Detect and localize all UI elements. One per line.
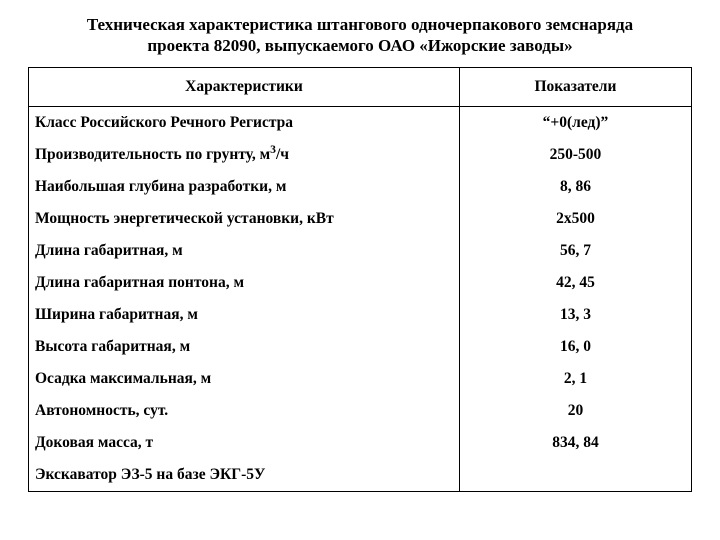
- spec-label: Класс Российского Речного Регистра: [29, 106, 460, 139]
- table-row: Производительность по грунту, м3/ч250-50…: [29, 139, 692, 171]
- document-title: Техническая характеристика штангового од…: [28, 14, 692, 57]
- table-row: Автономность, сут.20: [29, 395, 692, 427]
- spec-label: Ширина габаритная, м: [29, 299, 460, 331]
- header-characteristics: Характеристики: [29, 67, 460, 106]
- table-body: Класс Российского Речного Регистра“+0(ле…: [29, 106, 692, 491]
- table-row: Доковая масса, т834, 84: [29, 427, 692, 459]
- table-header-row: Характеристики Показатели: [29, 67, 692, 106]
- spec-value: 834, 84: [459, 427, 691, 459]
- table-row: Осадка максимальная, м2, 1: [29, 363, 692, 395]
- spec-label: Мощность энергетической установки, кВт: [29, 203, 460, 235]
- spec-value: [459, 459, 691, 492]
- table-row: Экскаватор ЭЗ-5 на базе ЭКГ-5У: [29, 459, 692, 492]
- spec-label: Длина габаритная понтона, м: [29, 267, 460, 299]
- label-suffix: /ч: [276, 146, 289, 163]
- spec-value: 2х500: [459, 203, 691, 235]
- spec-value: 2, 1: [459, 363, 691, 395]
- spec-table: Характеристики Показатели Класс Российск…: [28, 67, 692, 492]
- spec-value: 16, 0: [459, 331, 691, 363]
- spec-label: Доковая масса, т: [29, 427, 460, 459]
- spec-label: Длина габаритная, м: [29, 235, 460, 267]
- table-row: Высота габаритная, м16, 0: [29, 331, 692, 363]
- table-row: Мощность энергетической установки, кВт2х…: [29, 203, 692, 235]
- spec-value: “+0(лед)”: [459, 106, 691, 139]
- spec-label: Осадка максимальная, м: [29, 363, 460, 395]
- header-values: Показатели: [459, 67, 691, 106]
- table-row: Ширина габаритная, м13, 3: [29, 299, 692, 331]
- spec-value: 250-500: [459, 139, 691, 171]
- spec-label: Высота габаритная, м: [29, 331, 460, 363]
- table-row: Длина габаритная, м56, 7: [29, 235, 692, 267]
- table-row: Класс Российского Речного Регистра“+0(ле…: [29, 106, 692, 139]
- spec-value: 13, 3: [459, 299, 691, 331]
- spec-value: 8, 86: [459, 171, 691, 203]
- spec-label: Автономность, сут.: [29, 395, 460, 427]
- spec-label: Наибольшая глубина разработки, м: [29, 171, 460, 203]
- spec-label: Производительность по грунту, м3/ч: [29, 139, 460, 171]
- title-line-2: проекта 82090, выпускаемого ОАО «Ижорски…: [147, 36, 572, 55]
- spec-label: Экскаватор ЭЗ-5 на базе ЭКГ-5У: [29, 459, 460, 492]
- label-text: Производительность по грунту, м: [35, 146, 270, 163]
- spec-value: 20: [459, 395, 691, 427]
- spec-value: 42, 45: [459, 267, 691, 299]
- title-line-1: Техническая характеристика штангового од…: [87, 15, 633, 34]
- table-row: Длина габаритная понтона, м42, 45: [29, 267, 692, 299]
- table-row: Наибольшая глубина разработки, м8, 86: [29, 171, 692, 203]
- spec-value: 56, 7: [459, 235, 691, 267]
